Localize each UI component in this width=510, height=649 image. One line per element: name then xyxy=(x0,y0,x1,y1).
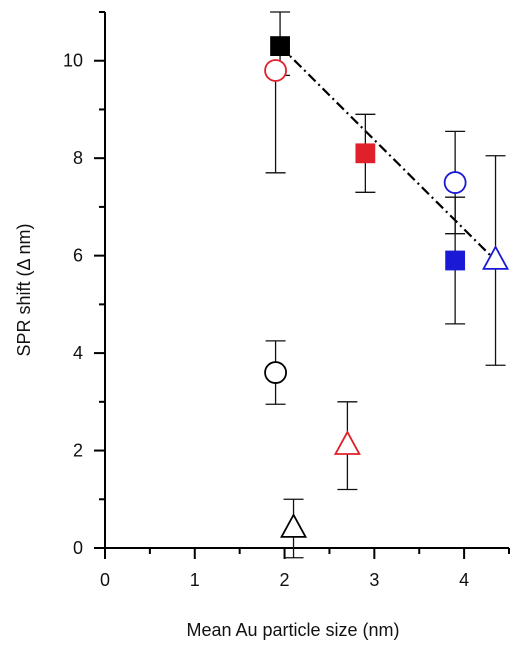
circle-marker xyxy=(264,361,287,384)
y-tick-label: 4 xyxy=(73,343,83,363)
markers xyxy=(264,36,510,538)
y-tick-label: 10 xyxy=(63,51,83,71)
triangle-marker xyxy=(280,512,308,538)
x-tick-label: 1 xyxy=(190,570,200,590)
trend-line xyxy=(279,45,497,262)
square-marker xyxy=(355,143,376,164)
x-tick-label: 4 xyxy=(459,570,469,590)
y-tick-label: 2 xyxy=(73,441,83,461)
y-tick-label: 0 xyxy=(73,538,83,558)
y-tick-labels: 0 2 4 6 8 10 xyxy=(63,51,83,558)
y-axis-label: SPR shift (Δ nm) xyxy=(14,223,34,356)
trend-line-group xyxy=(279,45,497,262)
axes xyxy=(94,11,510,559)
triangle-marker xyxy=(482,244,510,270)
square-marker xyxy=(270,36,290,57)
square-marker xyxy=(445,250,466,271)
x-tick-labels: 0 1 2 3 4 xyxy=(100,570,469,590)
y-tick-label: 8 xyxy=(73,148,83,168)
triangle-marker xyxy=(333,430,361,455)
error-bars xyxy=(265,11,506,559)
x-axis-label: Mean Au particle size (nm) xyxy=(186,620,399,640)
circle-marker xyxy=(264,59,287,82)
y-tick-label: 6 xyxy=(73,246,83,266)
circle-marker xyxy=(443,171,467,194)
x-tick-label: 2 xyxy=(280,570,290,590)
x-tick-label: 3 xyxy=(369,570,379,590)
x-tick-label: 0 xyxy=(100,570,110,590)
